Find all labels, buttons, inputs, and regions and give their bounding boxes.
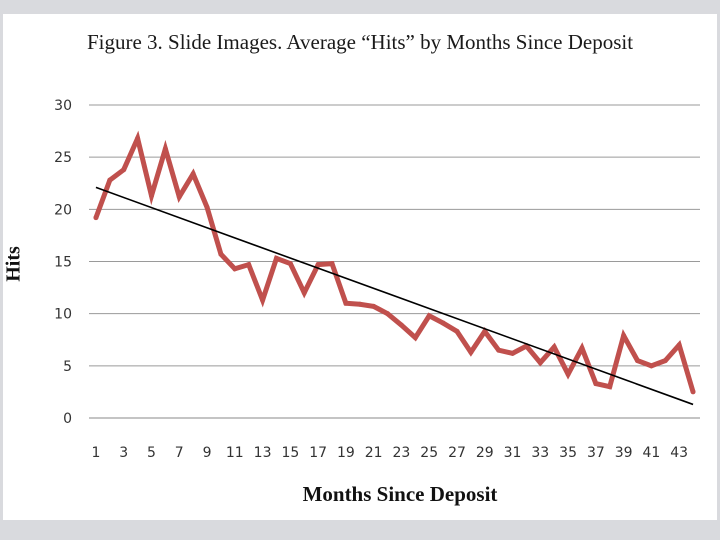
data-point [190, 171, 196, 177]
series-group [93, 130, 696, 395]
data-point [343, 300, 349, 306]
data-point [676, 342, 682, 348]
x-tick-label: 35 [559, 445, 577, 461]
data-point [301, 290, 307, 296]
data-point [482, 328, 488, 334]
y-tick-label: 25 [54, 150, 72, 166]
data-point [273, 255, 279, 261]
x-tick-label: 33 [531, 445, 549, 461]
data-point [287, 261, 293, 267]
x-tick-label: 17 [309, 445, 327, 461]
data-point [315, 262, 321, 268]
x-tick-label: 7 [175, 445, 184, 461]
x-tick-label: 43 [670, 445, 688, 461]
chart-title: Figure 3. Slide Images. Average “Hits” b… [86, 30, 634, 54]
series-line [93, 130, 696, 393]
data-point [510, 350, 516, 356]
y-tick-label: 5 [63, 359, 72, 375]
data-point [176, 194, 182, 200]
x-tick-label: 31 [504, 445, 522, 461]
y-tick-label: 0 [63, 411, 72, 427]
x-tick-label: 21 [365, 445, 383, 461]
x-tick-label: 39 [615, 445, 633, 461]
x-tick-label: 37 [587, 445, 605, 461]
gridlines [89, 104, 700, 419]
data-point [371, 303, 377, 309]
data-point [93, 215, 99, 221]
data-point [607, 384, 613, 390]
x-tick-label: 25 [420, 445, 438, 461]
x-tick-labels: 1 3 5 7 9 11 13 15 17 19 21 23 25 27 29 31 33 35 37 39 41 43 [91, 445, 688, 461]
x-tick-label: 19 [337, 445, 355, 461]
slide: Figure 3. Slide Images. Average “Hits” b… [3, 14, 717, 520]
data-point [426, 313, 432, 319]
data-point [148, 193, 154, 199]
data-point [537, 360, 543, 366]
trendline-group [95, 186, 694, 406]
data-point [385, 311, 391, 317]
x-tick-label: 27 [448, 445, 466, 461]
data-point [690, 389, 696, 395]
x-tick-label: 3 [119, 445, 128, 461]
data-point [593, 381, 599, 387]
data-point [551, 344, 557, 350]
data-point [260, 297, 266, 303]
data-point [468, 349, 474, 355]
data-point [621, 333, 627, 339]
trendline [95, 186, 694, 406]
data-point [329, 261, 335, 267]
data-point [579, 345, 585, 351]
data-point [440, 320, 446, 326]
data-point [357, 301, 363, 307]
x-tick-label: 5 [147, 445, 156, 461]
data-point [121, 167, 127, 173]
y-tick-label: 15 [54, 255, 72, 271]
data-point [135, 135, 141, 141]
x-tick-label: 11 [226, 445, 244, 461]
data-point [232, 266, 238, 272]
data-point [565, 371, 571, 377]
x-tick-label: 1 [91, 445, 100, 461]
data-point [218, 251, 224, 257]
y-tick-label: 20 [54, 202, 72, 218]
data-point [204, 204, 210, 210]
y-tick-label: 10 [54, 307, 72, 323]
data-point [398, 322, 404, 328]
data-point [496, 347, 502, 353]
y-tick-label: 30 [54, 98, 72, 114]
data-point [246, 262, 252, 268]
data-point [162, 146, 168, 152]
x-tick-label: 13 [254, 445, 272, 461]
data-point [648, 363, 654, 369]
data-point [412, 335, 418, 341]
x-axis-label: Months Since Deposit [302, 482, 498, 506]
x-tick-label: 41 [642, 445, 660, 461]
x-tick-label: 23 [393, 445, 411, 461]
data-point [662, 358, 668, 364]
x-tick-label: 29 [476, 445, 494, 461]
x-tick-label: 15 [281, 445, 299, 461]
x-tick-label: 9 [203, 445, 212, 461]
data-point [454, 328, 460, 334]
data-point [107, 177, 113, 183]
y-tick-labels: 0 5 10 15 20 25 30 [54, 98, 72, 427]
data-point [635, 358, 641, 364]
